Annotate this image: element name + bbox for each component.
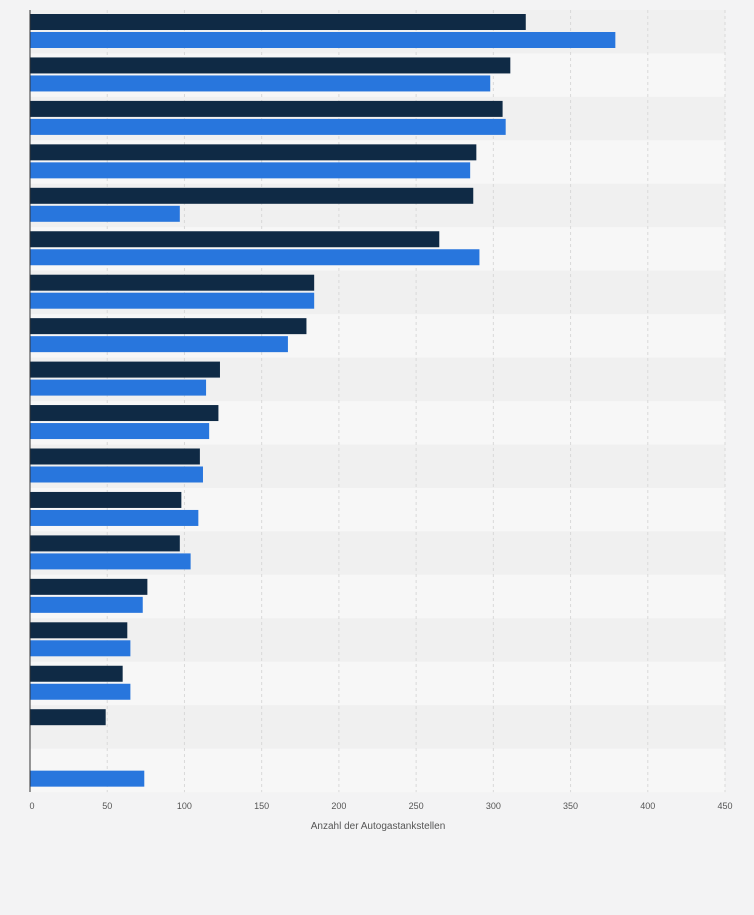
bar	[30, 596, 143, 613]
row-band	[30, 618, 725, 662]
bar	[30, 249, 480, 266]
bar	[30, 379, 207, 396]
bar	[30, 205, 180, 222]
x-tick-label: 400	[640, 801, 655, 811]
bar	[30, 162, 471, 179]
bar	[30, 622, 128, 639]
x-tick-label: 350	[563, 801, 578, 811]
x-tick-label: 50	[102, 801, 112, 811]
bar	[30, 274, 315, 291]
x-tick-labels: 0 50 100 150 200 250 300 350 400 450	[29, 801, 732, 811]
x-tick-label: 300	[486, 801, 501, 811]
bar	[30, 448, 200, 465]
bar	[30, 466, 203, 483]
x-axis-label: Anzahl der Autogastankstellen	[311, 821, 446, 832]
bar	[30, 665, 123, 682]
bar	[30, 491, 182, 508]
bar	[30, 535, 180, 552]
x-tick-label: 250	[409, 801, 424, 811]
x-tick-label: 150	[254, 801, 269, 811]
bar	[30, 683, 131, 700]
bars	[30, 14, 616, 787]
bar	[30, 75, 491, 92]
x-tick-label: 200	[331, 801, 346, 811]
row-band	[30, 705, 725, 749]
bar	[30, 231, 440, 248]
bar	[30, 144, 477, 161]
row-band	[30, 748, 725, 793]
bar	[30, 187, 474, 204]
bar	[30, 14, 526, 30]
bar	[30, 57, 511, 74]
bar	[30, 405, 219, 422]
x-tick-label: 100	[177, 801, 192, 811]
bar	[30, 100, 503, 117]
bar	[30, 509, 199, 526]
bar	[30, 640, 131, 657]
x-tick-label: 450	[717, 801, 732, 811]
bar	[30, 318, 307, 335]
bar	[30, 578, 148, 595]
bar	[30, 709, 106, 726]
bar	[30, 423, 210, 440]
bar	[30, 118, 506, 135]
grid-lines	[106, 10, 726, 793]
bar	[30, 361, 220, 378]
bar	[30, 336, 288, 353]
bar	[30, 292, 315, 309]
bar	[30, 553, 191, 570]
bar	[30, 770, 145, 787]
x-tick-label: 0	[29, 801, 34, 811]
row-band	[30, 661, 725, 706]
bar	[30, 32, 616, 48]
